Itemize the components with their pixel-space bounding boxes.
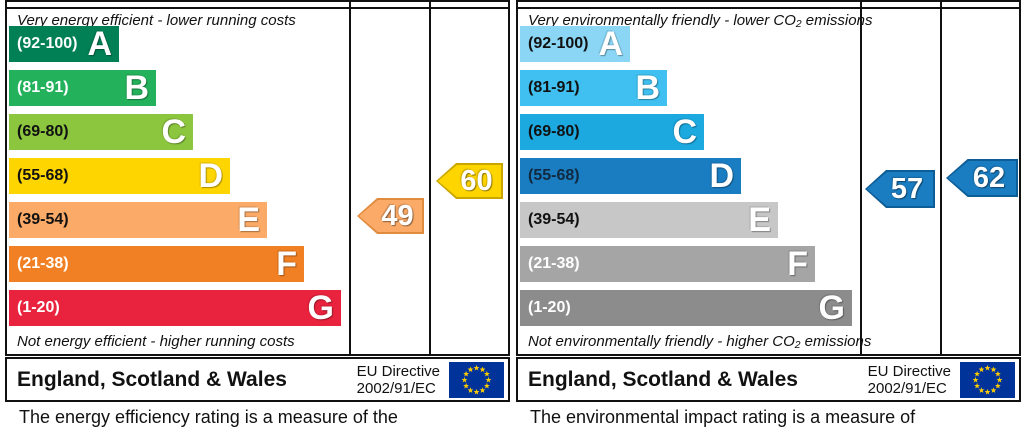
band-range-label: (21-38) — [17, 255, 69, 272]
column-divider — [349, 2, 351, 7]
rating-band-b: (81-91) B — [520, 70, 667, 106]
band-range-label: (55-68) — [17, 167, 69, 184]
column-divider — [429, 2, 431, 7]
eu-directive-label: EU Directive 2002/91/EC — [868, 363, 951, 398]
potential-rating-arrow: 60 — [436, 163, 503, 199]
band-range-label: (92-100) — [528, 35, 589, 52]
description-text: The energy efficiency rating is a measur… — [19, 407, 398, 427]
table-row-stub — [5, 0, 510, 7]
rating-band-b: (81-91) B — [9, 70, 156, 106]
rating-bands: (92-100) A (81-91) B (69-80) C (55-68) D (39-54)… — [9, 26, 341, 334]
rating-band-e: (39-54) E — [520, 202, 778, 238]
current-rating-arrow: 49 — [357, 198, 424, 234]
band-range-label: (92-100) — [17, 35, 78, 52]
environmental-impact-chart: Very environmentally friendly - lower CO… — [516, 0, 1021, 428]
rating-band-c: (69-80) C — [9, 114, 193, 150]
band-letter: G — [307, 289, 334, 327]
band-range-label: (81-91) — [528, 79, 580, 96]
eu-directive-line1: EU Directive — [867, 363, 951, 380]
band-letter: B — [635, 69, 660, 107]
eu-directive-line2: 2002/91/EC — [867, 380, 947, 398]
potential-rating-value: 62 — [972, 161, 1006, 194]
potential-rating-arrow: 62 — [946, 159, 1018, 197]
current-rating-arrow: 57 — [865, 170, 935, 208]
band-letter: G — [818, 289, 845, 327]
chart-bottom-caption: Not energy efficient - higher running co… — [17, 333, 295, 350]
rating-band-d: (55-68) D — [9, 158, 230, 194]
rating-band-c: (69-80) C — [520, 114, 704, 150]
band-letter: F — [787, 245, 808, 283]
rating-band-g: (1-20) G — [9, 290, 341, 326]
column-divider — [860, 2, 862, 7]
eu-flag-icon — [449, 362, 504, 398]
eu-directive-label: EU Directive 2002/91/EC — [357, 363, 440, 398]
rating-scale-box: Very environmentally friendly - lower CO… — [516, 7, 1021, 356]
band-letter: C — [672, 113, 697, 151]
band-letter: E — [237, 201, 260, 239]
column-divider — [940, 9, 942, 354]
column-divider — [429, 9, 431, 354]
rating-band-e: (39-54) E — [9, 202, 267, 238]
potential-rating-value: 60 — [460, 164, 493, 197]
chart-bottom-caption: Not environmentally friendly - higher CO… — [528, 333, 872, 350]
table-row-stub — [516, 0, 1021, 7]
rating-band-f: (21-38) F — [520, 246, 815, 282]
rating-scale-box: Very energy efficient - lower running co… — [5, 7, 510, 356]
energy-efficiency-chart: Very energy efficient - lower running co… — [5, 0, 510, 428]
band-range-label: (69-80) — [528, 123, 580, 140]
band-range-label: (1-20) — [17, 299, 60, 316]
band-letter: B — [124, 69, 149, 107]
band-range-label: (81-91) — [17, 79, 69, 96]
rating-band-a: (92-100) A — [520, 26, 630, 62]
band-range-label: (69-80) — [17, 123, 69, 140]
rating-band-f: (21-38) F — [9, 246, 304, 282]
band-letter: C — [161, 113, 186, 151]
current-rating-value: 57 — [890, 172, 924, 205]
region-row: England, Scotland & Wales EU Directive 2… — [5, 357, 510, 402]
current-rating-value: 49 — [381, 199, 414, 232]
rating-band-g: (1-20) G — [520, 290, 852, 326]
chart-top-caption: Very energy efficient - lower running co… — [17, 12, 296, 29]
column-divider — [349, 9, 351, 354]
region-title: England, Scotland & Wales — [17, 367, 287, 391]
rating-bands: (92-100) A (81-91) B (69-80) C (55-68) D (39-54)… — [520, 26, 852, 334]
band-letter: D — [198, 157, 223, 195]
eu-directive-line1: EU Directive — [356, 363, 440, 380]
column-divider — [940, 2, 942, 7]
band-range-label: (1-20) — [528, 299, 571, 316]
band-range-label: (55-68) — [528, 167, 580, 184]
band-range-label: (39-54) — [528, 211, 580, 228]
band-letter: D — [709, 157, 734, 195]
band-letter: E — [748, 201, 771, 239]
region-row: England, Scotland & Wales EU Directive 2… — [516, 357, 1021, 402]
description-text: The environmental impact rating is a mea… — [530, 407, 916, 427]
band-letter: A — [598, 25, 623, 63]
band-letter: F — [276, 245, 297, 283]
eu-flag-icon — [960, 362, 1015, 398]
band-range-label: (39-54) — [17, 211, 69, 228]
rating-band-a: (92-100) A — [9, 26, 119, 62]
rating-band-d: (55-68) D — [520, 158, 741, 194]
band-range-label: (21-38) — [528, 255, 580, 272]
chart-top-caption: Very environmentally friendly - lower CO… — [528, 12, 873, 29]
band-letter: A — [87, 25, 112, 63]
region-title: England, Scotland & Wales — [528, 367, 798, 391]
eu-directive-line2: 2002/91/EC — [356, 380, 436, 398]
column-divider — [860, 9, 862, 354]
